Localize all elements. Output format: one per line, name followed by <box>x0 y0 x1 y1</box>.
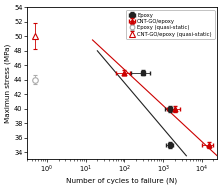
Y-axis label: Maximun stress (MPa): Maximun stress (MPa) <box>5 44 11 123</box>
X-axis label: Number of cycles to failure (N): Number of cycles to failure (N) <box>66 178 178 184</box>
Legend: Epoxy, CNT-GO/epoxy, Epoxy (quasi-static), CNT-GO/epoxy (quasi-static): Epoxy, CNT-GO/epoxy, Epoxy (quasi-static… <box>126 10 214 39</box>
